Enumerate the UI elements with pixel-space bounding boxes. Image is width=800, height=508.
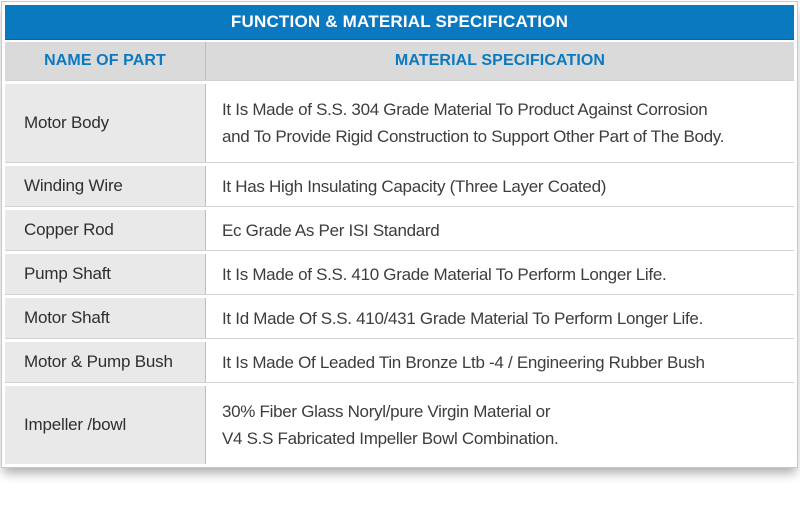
part-name-cell: Motor & Pump Bush [5, 342, 205, 382]
material-spec-cell: It Id Made Of S.S. 410/431 Grade Materia… [205, 298, 794, 338]
table-row: Motor Shaft It Id Made Of S.S. 410/431 G… [5, 298, 794, 339]
table-row: Copper Rod Ec Grade As Per ISI Standard [5, 210, 794, 251]
table-row: Motor Body It Is Made of S.S. 304 Grade … [5, 84, 794, 163]
column-header-name-of-part: NAME OF PART [5, 42, 205, 80]
part-name-cell: Winding Wire [5, 166, 205, 206]
part-name-cell: Motor Shaft [5, 298, 205, 338]
table-title: FUNCTION & MATERIAL SPECIFICATION [230, 12, 569, 31]
column-header-row: NAME OF PART MATERIAL SPECIFICATION [5, 42, 794, 81]
table-title-bar: FUNCTION & MATERIAL SPECIFICATION [5, 5, 794, 40]
table-row: Pump Shaft It Is Made of S.S. 410 Grade … [5, 254, 794, 295]
material-spec-cell: It Has High Insulating Capacity (Three L… [205, 166, 794, 206]
material-spec-cell: It Is Made of S.S. 410 Grade Material To… [205, 254, 794, 294]
part-name-cell: Copper Rod [5, 210, 205, 250]
material-spec-cell: Ec Grade As Per ISI Standard [205, 210, 794, 250]
function-material-spec-table: FUNCTION & MATERIAL SPECIFICATION NAME O… [1, 1, 798, 468]
material-spec-cell: It Is Made of S.S. 304 Grade Material To… [205, 84, 794, 162]
part-name-cell: Impeller /bowl [5, 386, 205, 464]
material-spec-cell: 30% Fiber Glass Noryl/pure Virgin Materi… [205, 386, 794, 464]
column-header-material-spec: MATERIAL SPECIFICATION [205, 42, 794, 80]
table-row: Motor & Pump Bush It Is Made Of Leaded T… [5, 342, 794, 383]
table-row: Impeller /bowl 30% Fiber Glass Noryl/pur… [5, 386, 794, 464]
table-row: Winding Wire It Has High Insulating Capa… [5, 166, 794, 207]
part-name-cell: Motor Body [5, 84, 205, 162]
part-name-cell: Pump Shaft [5, 254, 205, 294]
material-spec-cell: It Is Made Of Leaded Tin Bronze Ltb -4 /… [205, 342, 794, 382]
